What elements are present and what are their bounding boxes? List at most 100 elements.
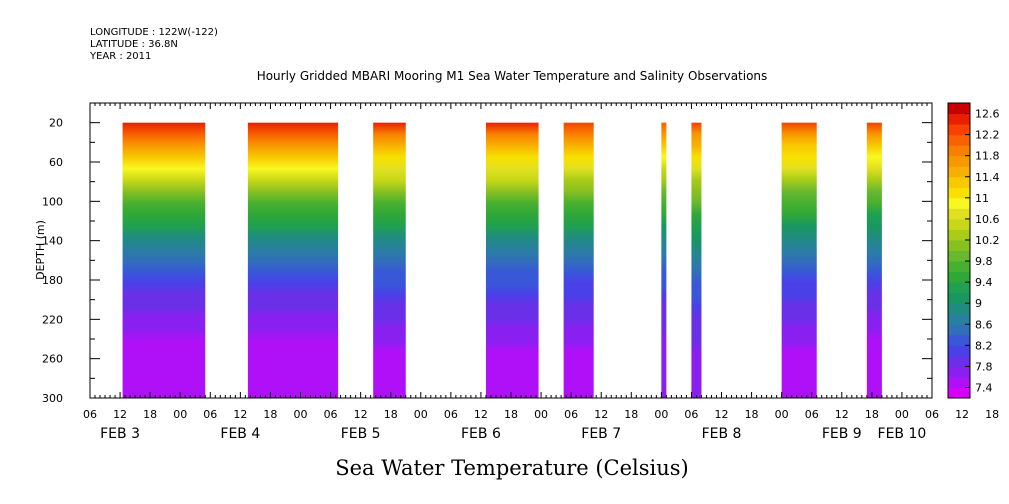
colorbar-label: 9 xyxy=(975,297,982,310)
x-tick-label: 18 xyxy=(384,408,398,421)
x-day-label: FEB 4 xyxy=(220,426,260,442)
x-tick-label: 12 xyxy=(233,408,247,421)
colorbar-swatch xyxy=(948,324,970,336)
data-segment xyxy=(781,122,817,399)
colorbar-frame xyxy=(947,102,971,399)
data-segment xyxy=(866,122,882,399)
x-tick-label: 00 xyxy=(895,408,909,421)
y-tick-label: 260 xyxy=(42,353,63,366)
colorbar-swatch xyxy=(948,366,970,378)
colorbar-swatch xyxy=(948,387,970,399)
x-tick-label: 06 xyxy=(564,408,578,421)
x-tick-label: 18 xyxy=(985,408,999,421)
y-tick-label: 300 xyxy=(42,392,63,405)
y-tick-label: 100 xyxy=(42,195,63,208)
colorbar-swatch xyxy=(948,292,970,304)
colorbar-swatch xyxy=(948,313,970,325)
colorbar-swatch xyxy=(948,145,970,157)
y-tick-label: 180 xyxy=(42,274,63,287)
chart-title: Hourly Gridded MBARI Mooring M1 Sea Wate… xyxy=(257,69,768,83)
colorbar-swatch xyxy=(948,345,970,357)
year-label: YEAR : 2011 xyxy=(89,51,151,62)
colorbar-swatch xyxy=(948,334,970,346)
colorbar-label: 12.6 xyxy=(975,108,1000,121)
colorbar-swatch xyxy=(948,271,970,283)
data-segment xyxy=(247,122,339,399)
x-tick-label: 12 xyxy=(955,408,969,421)
colorbar-swatch xyxy=(948,239,970,251)
colorbar-label: 10.6 xyxy=(975,213,1000,226)
x-day-label: FEB 3 xyxy=(100,426,140,442)
colorbar-label: 9.8 xyxy=(975,255,993,268)
x-tick-label: 12 xyxy=(835,408,849,421)
x-tick-label: 06 xyxy=(324,408,338,421)
x-day-label: FEB 10 xyxy=(878,426,927,442)
colorbar-swatch xyxy=(948,376,970,388)
data-segment xyxy=(373,122,406,399)
colorbar-label: 10.2 xyxy=(975,234,1000,247)
x-tick-label: 00 xyxy=(654,408,668,421)
x-day-label: FEB 6 xyxy=(461,426,501,442)
colorbar-swatch xyxy=(948,303,970,315)
x-tick-label: 06 xyxy=(83,408,97,421)
y-tick-label: 20 xyxy=(49,117,63,130)
colorbar-label: 7.8 xyxy=(975,360,993,373)
longitude-label: LONGITUDE : 122W(-122) xyxy=(90,27,218,38)
x-tick-label: 18 xyxy=(263,408,277,421)
y-axis-label: DEPTH (m) xyxy=(34,220,47,280)
colorbar-label: 11 xyxy=(975,192,989,205)
x-tick-label: 18 xyxy=(624,408,638,421)
colorbar-swatch xyxy=(948,250,970,262)
colorbar-swatch xyxy=(948,176,970,188)
colorbar-swatch xyxy=(948,355,970,367)
data-segment xyxy=(661,122,667,399)
colorbar-swatch xyxy=(948,134,970,146)
data-segment xyxy=(485,122,539,399)
y-axis: 20 60 100 140 180 220 260 300 xyxy=(42,102,932,405)
colorbar-swatch xyxy=(948,208,970,220)
colorbar-label: 11.8 xyxy=(975,150,1000,163)
x-tick-label: 12 xyxy=(113,408,127,421)
x-tick-label: 18 xyxy=(143,408,157,421)
colorbar-label: 12.2 xyxy=(975,129,1000,142)
x-tick-label: 18 xyxy=(745,408,759,421)
data-segment xyxy=(563,122,594,399)
colorbar-label: 8.6 xyxy=(975,318,993,331)
x-tick-label: 12 xyxy=(474,408,488,421)
colorbar-swatch xyxy=(948,155,970,167)
x-tick-label: 00 xyxy=(173,408,187,421)
colorbar-swatch xyxy=(948,197,970,209)
x-day-label: FEB 7 xyxy=(581,426,621,442)
colorbar-swatch xyxy=(948,103,970,115)
x-tick-label: 06 xyxy=(805,408,819,421)
colorbar-swatch xyxy=(948,282,970,294)
x-tick-label: 00 xyxy=(414,408,428,421)
colorbar-swatch xyxy=(948,218,970,230)
x-day-label: FEB 8 xyxy=(702,426,742,442)
x-tick-label: 18 xyxy=(504,408,518,421)
x-tick-label: 06 xyxy=(203,408,217,421)
x-axis-title: Sea Water Temperature (Celsius) xyxy=(335,456,689,480)
colorbar: 7.4 7.8 8.2 8.6 9 9.4 9.8 10.2 10.6 11 11.4 11.8 12.… xyxy=(947,102,1000,399)
latitude-label: LATITUDE : 36.8N xyxy=(90,39,178,50)
x-tick-label: 12 xyxy=(354,408,368,421)
colorbar-label: 8.2 xyxy=(975,339,993,352)
y-tick-label: 220 xyxy=(42,313,63,326)
colorbar-label: 7.4 xyxy=(975,381,993,394)
x-tick-label: 00 xyxy=(775,408,789,421)
data-segments xyxy=(122,122,882,399)
x-tick-label: 06 xyxy=(925,408,939,421)
colorbar-label: 11.4 xyxy=(975,171,1000,184)
x-tick-label: 18 xyxy=(865,408,879,421)
x-day-label: FEB 9 xyxy=(822,426,862,442)
data-segment xyxy=(691,122,702,399)
colorbar-swatch xyxy=(948,229,970,241)
x-tick-label: 00 xyxy=(534,408,548,421)
colorbar-label: 9.4 xyxy=(975,276,993,289)
colorbar-swatch xyxy=(948,124,970,136)
x-tick-label: 00 xyxy=(294,408,308,421)
data-segment xyxy=(122,122,206,399)
x-day-label: FEB 5 xyxy=(341,426,381,442)
y-tick-label: 60 xyxy=(49,156,63,169)
